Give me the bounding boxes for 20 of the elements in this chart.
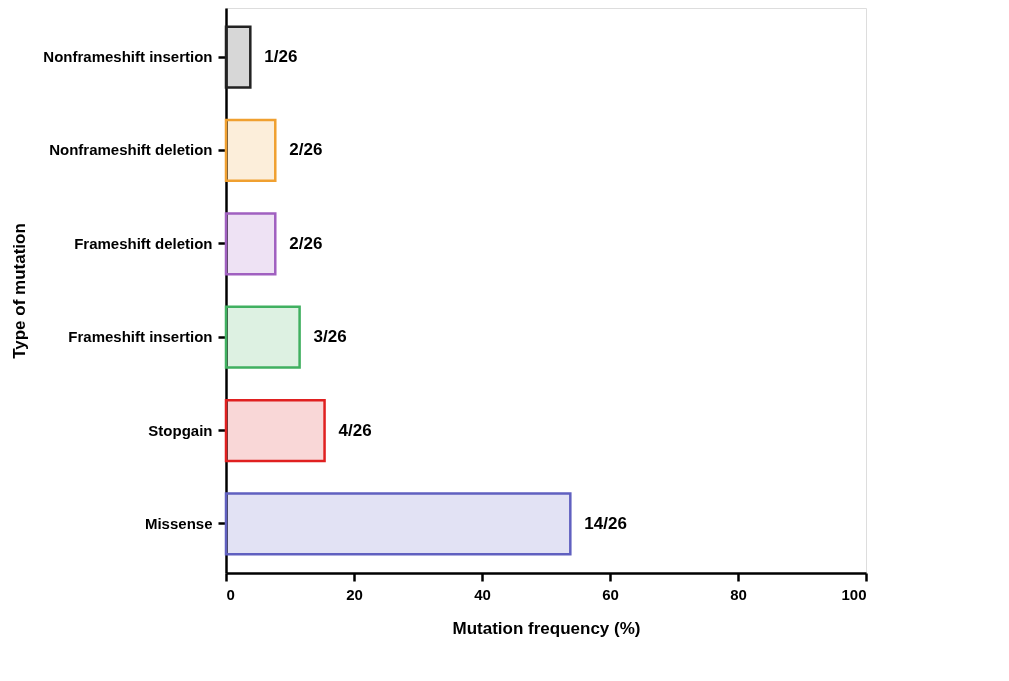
x-axis-title: Mutation frequency (%): [452, 618, 641, 638]
data-label: 2/26: [289, 140, 323, 160]
x-tick-label: 40: [474, 585, 491, 603]
x-tick-label: 0: [226, 585, 235, 603]
x-tick-label: 80: [730, 585, 747, 603]
data-label: 2/26: [289, 233, 323, 253]
y-tick-label: Nonframeshift insertion: [43, 48, 213, 66]
y-tick-label: Stopgain: [148, 421, 213, 439]
y-tick-label: Frameshift deletion: [74, 234, 213, 252]
data-label: 1/26: [264, 47, 298, 67]
data-label: 4/26: [338, 420, 372, 440]
y-tick-label: Frameshift insertion: [68, 328, 213, 346]
x-tick-label: 60: [602, 585, 619, 603]
x-tick-label: 20: [346, 585, 363, 603]
y-tick-label: Missense: [144, 514, 213, 532]
y-axis-title: Type of mutation: [10, 223, 30, 359]
x-tick-label: 100: [841, 585, 867, 603]
data-label: 3/26: [313, 327, 347, 347]
data-label: 14/26: [584, 513, 627, 533]
y-tick-label: Nonframeshift deletion: [49, 141, 213, 159]
